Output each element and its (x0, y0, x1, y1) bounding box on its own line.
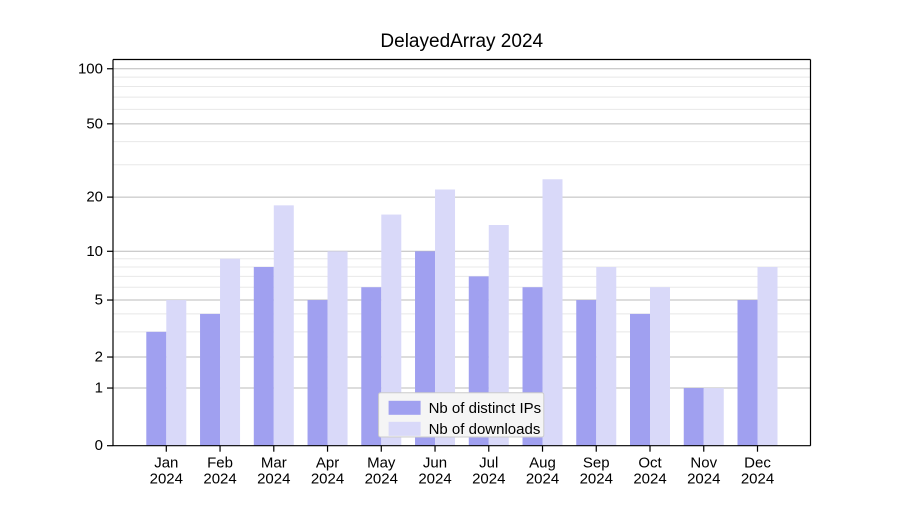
svg-text:Oct: Oct (638, 455, 662, 472)
svg-text:2024: 2024 (526, 471, 559, 488)
svg-text:2024: 2024 (687, 471, 720, 488)
svg-text:Mar: Mar (261, 455, 287, 472)
svg-text:Apr: Apr (316, 455, 339, 472)
svg-text:Feb: Feb (207, 455, 233, 472)
svg-text:2024: 2024 (150, 471, 183, 488)
svg-text:5: 5 (95, 292, 103, 309)
svg-text:2024: 2024 (633, 471, 666, 488)
svg-text:2024: 2024 (741, 471, 774, 488)
svg-text:Sep: Sep (583, 455, 610, 472)
svg-text:May: May (367, 455, 396, 472)
svg-text:Nb of downloads: Nb of downloads (429, 421, 541, 438)
svg-text:2024: 2024 (418, 471, 451, 488)
svg-text:1: 1 (95, 380, 103, 397)
svg-text:50: 50 (86, 115, 103, 132)
svg-text:Dec: Dec (744, 455, 771, 472)
svg-text:10: 10 (86, 243, 103, 260)
svg-text:Aug: Aug (529, 455, 556, 472)
svg-text:20: 20 (86, 189, 103, 206)
svg-text:Nov: Nov (690, 455, 717, 472)
svg-text:100: 100 (78, 60, 103, 77)
svg-text:Jan: Jan (154, 455, 178, 472)
svg-text:Jun: Jun (423, 455, 447, 472)
svg-text:2024: 2024 (580, 471, 613, 488)
svg-text:Jul: Jul (479, 455, 498, 472)
svg-text:0: 0 (95, 437, 103, 454)
svg-text:2024: 2024 (311, 471, 344, 488)
svg-text:DelayedArray 2024: DelayedArray 2024 (380, 31, 543, 52)
svg-text:2: 2 (95, 349, 103, 366)
svg-text:Nb of distinct IPs: Nb of distinct IPs (429, 400, 542, 417)
svg-text:2024: 2024 (257, 471, 290, 488)
svg-text:2024: 2024 (472, 471, 505, 488)
svg-text:2024: 2024 (365, 471, 398, 488)
svg-text:2024: 2024 (203, 471, 236, 488)
